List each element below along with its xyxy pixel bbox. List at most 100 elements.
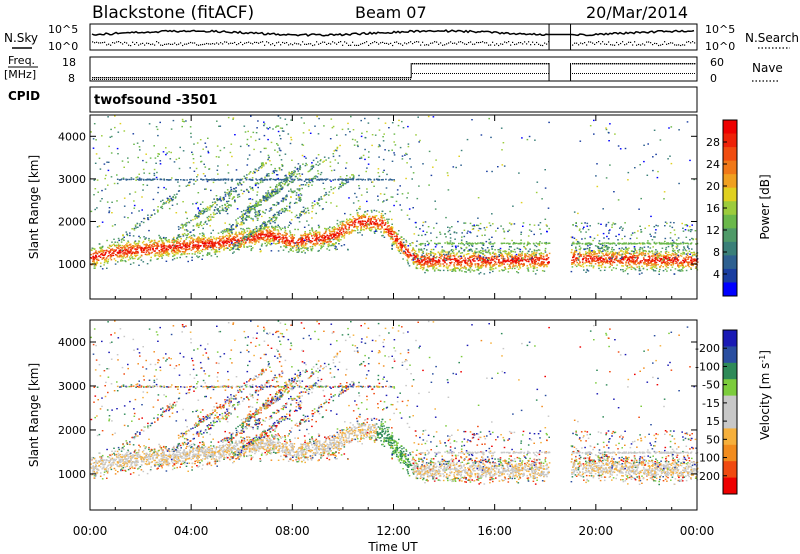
- power-echo-point: [173, 250, 175, 252]
- power-echo-point: [194, 245, 196, 247]
- freq-point: [94, 77, 96, 79]
- power-echo-point: [581, 261, 584, 263]
- power-echo-point: [213, 242, 216, 244]
- nave-point: [372, 79, 373, 80]
- power-echo-point: [423, 266, 425, 269]
- power-echo-point: [571, 263, 573, 265]
- power-echo-point: [654, 261, 656, 263]
- power-echo-point: [260, 235, 262, 237]
- power-echo-point: [525, 259, 527, 262]
- power-echo-point: [486, 262, 488, 264]
- freq-point: [652, 63, 654, 65]
- power-echo-point: [423, 264, 425, 267]
- power-echo-point: [608, 253, 610, 255]
- nave-point: [264, 79, 265, 80]
- power-echo-point: [696, 261, 699, 263]
- power-echo-point: [683, 253, 685, 255]
- power-echo-point: [319, 235, 322, 237]
- power-echo-point: [366, 227, 369, 229]
- nave-point: [356, 79, 357, 80]
- nave-point: [100, 79, 101, 80]
- power-echo-point: [394, 239, 397, 241]
- power-echo-point: [126, 256, 128, 258]
- power-echo-point: [665, 250, 668, 253]
- power-echo-point: [545, 258, 548, 260]
- power-echo-point: [548, 262, 550, 264]
- power-echo-point: [622, 270, 625, 273]
- power-echo-point: [221, 244, 223, 247]
- power-echo-point: [146, 247, 148, 249]
- nave-point: [598, 73, 599, 74]
- power-echo-point: [183, 240, 186, 242]
- power-echo-point: [174, 247, 177, 249]
- freq-point: [342, 77, 344, 79]
- power-echo-point: [285, 243, 287, 245]
- freq-point: [650, 63, 652, 65]
- power-echo-point: [367, 220, 369, 222]
- power-echo-point: [667, 251, 670, 254]
- power-echo-point: [655, 257, 657, 260]
- power-echo-point: [576, 261, 579, 264]
- power-echo-point: [420, 265, 422, 268]
- freq-point: [620, 63, 622, 65]
- power-echo-point: [639, 252, 642, 254]
- power-echo-point: [115, 244, 118, 246]
- freq-point: [436, 63, 438, 65]
- power-echo-point: [448, 264, 451, 267]
- power-echo-point: [406, 255, 409, 257]
- freq-point: [692, 63, 694, 65]
- power-echo-point: [368, 228, 371, 230]
- power-echo-point: [182, 251, 184, 253]
- power-echo-point: [543, 265, 546, 267]
- power-echo-point: [683, 266, 686, 268]
- power-echo-point: [514, 256, 517, 259]
- power-echo-point: [160, 243, 162, 246]
- power-echo-point: [390, 238, 392, 240]
- power-echo-point: [165, 248, 168, 251]
- power-echo-point: [485, 266, 487, 268]
- power-echo-point: [453, 265, 456, 267]
- power-echo-point: [587, 261, 590, 263]
- freq-point: [462, 63, 464, 65]
- power-echo-point: [618, 261, 621, 263]
- power-echo-point: [601, 252, 603, 254]
- power-echo-point: [390, 227, 392, 229]
- freq-point: [166, 77, 168, 79]
- nave-point: [610, 73, 611, 74]
- freq-point: [288, 77, 290, 79]
- power-echo-point: [592, 265, 595, 267]
- power-echo-point: [501, 269, 503, 271]
- power-echo-point: [626, 252, 628, 254]
- freq-point: [674, 63, 676, 65]
- power-echo-point: [390, 233, 393, 235]
- power-echo-point: [632, 259, 635, 261]
- power-echo-point: [614, 251, 617, 254]
- freq-point: [676, 63, 678, 65]
- power-echo-point: [372, 221, 374, 223]
- power-echo-point: [285, 242, 287, 244]
- power-echo-point: [107, 260, 109, 262]
- power-echo-point: [678, 249, 681, 251]
- nsearch-point: [306, 43, 308, 45]
- power-echo-point: [153, 254, 156, 256]
- power-echo-point: [273, 215, 275, 217]
- power-echo-point: [357, 220, 360, 222]
- power-echo-point: [421, 264, 423, 266]
- power-echo-point: [353, 224, 356, 226]
- nave-point: [382, 79, 383, 80]
- power-echo-point: [634, 248, 636, 250]
- power-echo-point: [588, 261, 590, 263]
- power-echo-point: [101, 253, 104, 255]
- power-echo-point: [543, 266, 545, 268]
- power-echo-point: [647, 255, 650, 258]
- freq-point: [576, 63, 578, 65]
- freq-point: [378, 77, 380, 79]
- freq-point: [292, 77, 294, 79]
- power-echo-point: [389, 232, 391, 234]
- power-echo-point: [356, 214, 359, 216]
- power-echo-point: [119, 249, 122, 251]
- power-echo-point: [115, 246, 118, 249]
- power-echo-point: [146, 244, 148, 246]
- power-echo-point: [669, 259, 671, 262]
- power-echo-point: [680, 252, 682, 255]
